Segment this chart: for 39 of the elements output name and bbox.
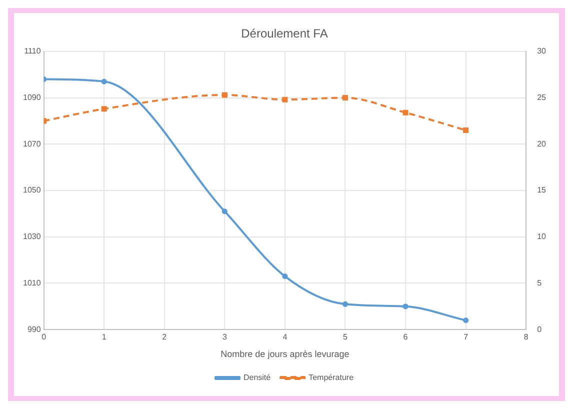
x-tick-label: 8 (524, 332, 529, 342)
x-tick-label: 7 (464, 332, 469, 342)
y2-tick-label: 5 (537, 278, 542, 288)
chart-title: Déroulement FA (241, 26, 328, 41)
point (282, 273, 288, 280)
point (101, 106, 107, 112)
point (402, 304, 408, 310)
y2-tick-label: 20 (537, 139, 547, 148)
x-tick-label: 1 (102, 332, 107, 342)
x-tick-label: 5 (343, 332, 348, 342)
point (222, 92, 228, 98)
y-tick-label: 1010 (23, 278, 42, 288)
point (463, 318, 469, 324)
x-axis-title: Nombre de jours après levurage (220, 349, 350, 360)
x-tick-label: 0 (42, 332, 47, 342)
x-tick-label: 4 (282, 332, 288, 342)
x-tick-label: 3 (222, 332, 228, 342)
y-tick-label: 990 (27, 324, 42, 334)
y-tick-label: 1090 (23, 92, 42, 102)
legend-label: Densité (243, 373, 272, 382)
y-tick-label: 1050 (23, 186, 42, 195)
x-tick-label: 2 (162, 332, 168, 342)
y2-tick-label: 10 (537, 232, 547, 242)
x-tick-label: 6 (403, 332, 408, 342)
point (282, 96, 288, 102)
point (342, 95, 348, 101)
y-tick-label: 1070 (23, 139, 42, 148)
point (101, 78, 107, 84)
point (222, 208, 228, 214)
y2-tick-label: 0 (537, 324, 542, 334)
legend-label: Température (308, 373, 354, 382)
point (402, 110, 408, 116)
y2-tick-label: 15 (537, 186, 547, 195)
y2-tick-label: 25 (537, 92, 547, 102)
y-tick-label: 1030 (23, 232, 42, 242)
y2-tick-label: 30 (537, 46, 547, 56)
y-tick-label: 1110 (24, 46, 42, 56)
point (463, 127, 469, 133)
point (342, 301, 348, 307)
